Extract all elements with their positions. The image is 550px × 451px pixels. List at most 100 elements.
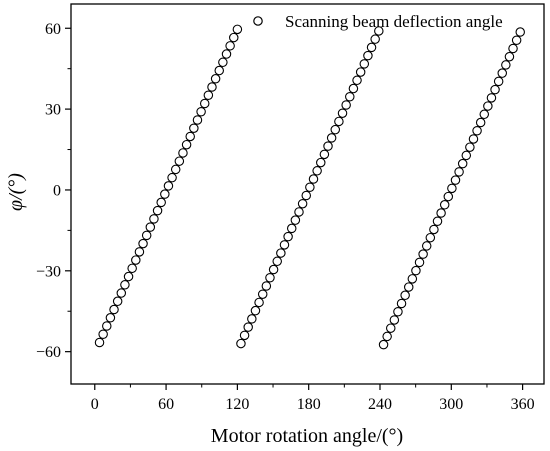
x-tick-label: 300 bbox=[439, 396, 463, 413]
data-point bbox=[290, 215, 301, 225]
data-point bbox=[330, 124, 341, 135]
data-point bbox=[279, 240, 290, 250]
data-point bbox=[312, 166, 322, 176]
data-point bbox=[232, 24, 243, 35]
data-point bbox=[141, 230, 152, 241]
data-point bbox=[363, 50, 373, 61]
data-point bbox=[508, 43, 518, 54]
data-point bbox=[443, 191, 454, 202]
data-point bbox=[457, 158, 468, 169]
data-point bbox=[127, 263, 137, 274]
data-point bbox=[421, 241, 432, 251]
data-point bbox=[149, 214, 159, 224]
data-point bbox=[436, 208, 446, 218]
data-point bbox=[134, 247, 145, 257]
data-point bbox=[490, 84, 500, 95]
data-point bbox=[152, 205, 163, 216]
data-point bbox=[396, 298, 407, 309]
data-point bbox=[138, 238, 148, 249]
data-point bbox=[120, 280, 130, 290]
plot-border bbox=[70, 3, 545, 385]
data-point bbox=[283, 231, 293, 242]
data-point bbox=[425, 232, 436, 243]
data-point bbox=[511, 35, 522, 46]
data-point bbox=[229, 32, 239, 43]
data-point bbox=[337, 108, 348, 118]
data-point bbox=[382, 331, 392, 342]
legend-marker bbox=[253, 16, 263, 26]
data-point bbox=[389, 315, 400, 325]
y-axis-title: φ/(°) bbox=[5, 173, 27, 211]
data-point bbox=[221, 49, 232, 59]
data-point bbox=[414, 257, 425, 268]
data-point bbox=[286, 223, 297, 234]
data-point bbox=[447, 183, 457, 194]
data-point bbox=[239, 330, 250, 341]
data-point bbox=[316, 157, 326, 168]
data-point bbox=[501, 60, 511, 70]
plot-frame bbox=[70, 3, 545, 385]
x-tick-label: 180 bbox=[297, 396, 321, 413]
data-point bbox=[475, 117, 486, 128]
data-point bbox=[167, 172, 177, 183]
data-point bbox=[301, 190, 311, 201]
data-point bbox=[272, 256, 282, 267]
data-point bbox=[189, 123, 199, 133]
data-point bbox=[378, 339, 389, 350]
data-point bbox=[345, 92, 355, 102]
data-point bbox=[123, 271, 134, 282]
y-tick-label: 0 bbox=[53, 182, 61, 199]
data-point bbox=[294, 207, 304, 217]
data-point bbox=[305, 182, 315, 193]
data-point bbox=[326, 133, 337, 143]
data-points bbox=[94, 24, 525, 350]
data-point bbox=[319, 149, 330, 160]
data-point bbox=[454, 167, 464, 177]
data-point bbox=[199, 98, 210, 109]
data-point bbox=[493, 76, 504, 87]
legend: Scanning beam deflection angle bbox=[253, 12, 503, 31]
data-point bbox=[374, 26, 384, 36]
data-point bbox=[261, 281, 272, 291]
data-point bbox=[236, 338, 246, 349]
data-point bbox=[210, 74, 221, 84]
data-point bbox=[102, 321, 112, 331]
data-point bbox=[418, 249, 428, 259]
data-point bbox=[439, 200, 450, 210]
data-point bbox=[145, 222, 156, 232]
x-axis-ticks: 0 60 120 180 240 300 360 bbox=[91, 384, 535, 413]
data-point bbox=[265, 273, 275, 283]
data-point bbox=[243, 322, 253, 332]
data-point bbox=[403, 282, 414, 292]
data-point bbox=[174, 156, 185, 166]
data-point bbox=[468, 134, 479, 144]
y-axis-ticks: −60 −30 0 30 60 bbox=[36, 21, 71, 361]
data-point bbox=[297, 198, 308, 209]
data-point bbox=[432, 216, 443, 226]
data-point bbox=[486, 93, 497, 103]
data-point bbox=[461, 150, 472, 161]
data-point bbox=[400, 290, 410, 301]
data-point bbox=[131, 255, 141, 265]
x-tick-label: 360 bbox=[511, 396, 535, 413]
data-point bbox=[407, 274, 418, 284]
data-point bbox=[181, 139, 192, 150]
data-point bbox=[196, 106, 206, 117]
data-point bbox=[465, 142, 475, 152]
data-point bbox=[192, 115, 203, 125]
data-point bbox=[497, 68, 507, 78]
data-point bbox=[386, 323, 396, 333]
data-point bbox=[352, 75, 362, 86]
data-point bbox=[472, 126, 482, 136]
data-point bbox=[450, 175, 461, 185]
data-point bbox=[247, 314, 257, 324]
data-point bbox=[257, 289, 268, 299]
y-tick-label: 60 bbox=[45, 21, 61, 38]
y-tick-label: −30 bbox=[36, 263, 61, 280]
data-point bbox=[214, 65, 224, 76]
data-point bbox=[268, 264, 279, 275]
data-point bbox=[393, 306, 403, 317]
data-point bbox=[370, 34, 380, 44]
data-point bbox=[276, 248, 286, 258]
